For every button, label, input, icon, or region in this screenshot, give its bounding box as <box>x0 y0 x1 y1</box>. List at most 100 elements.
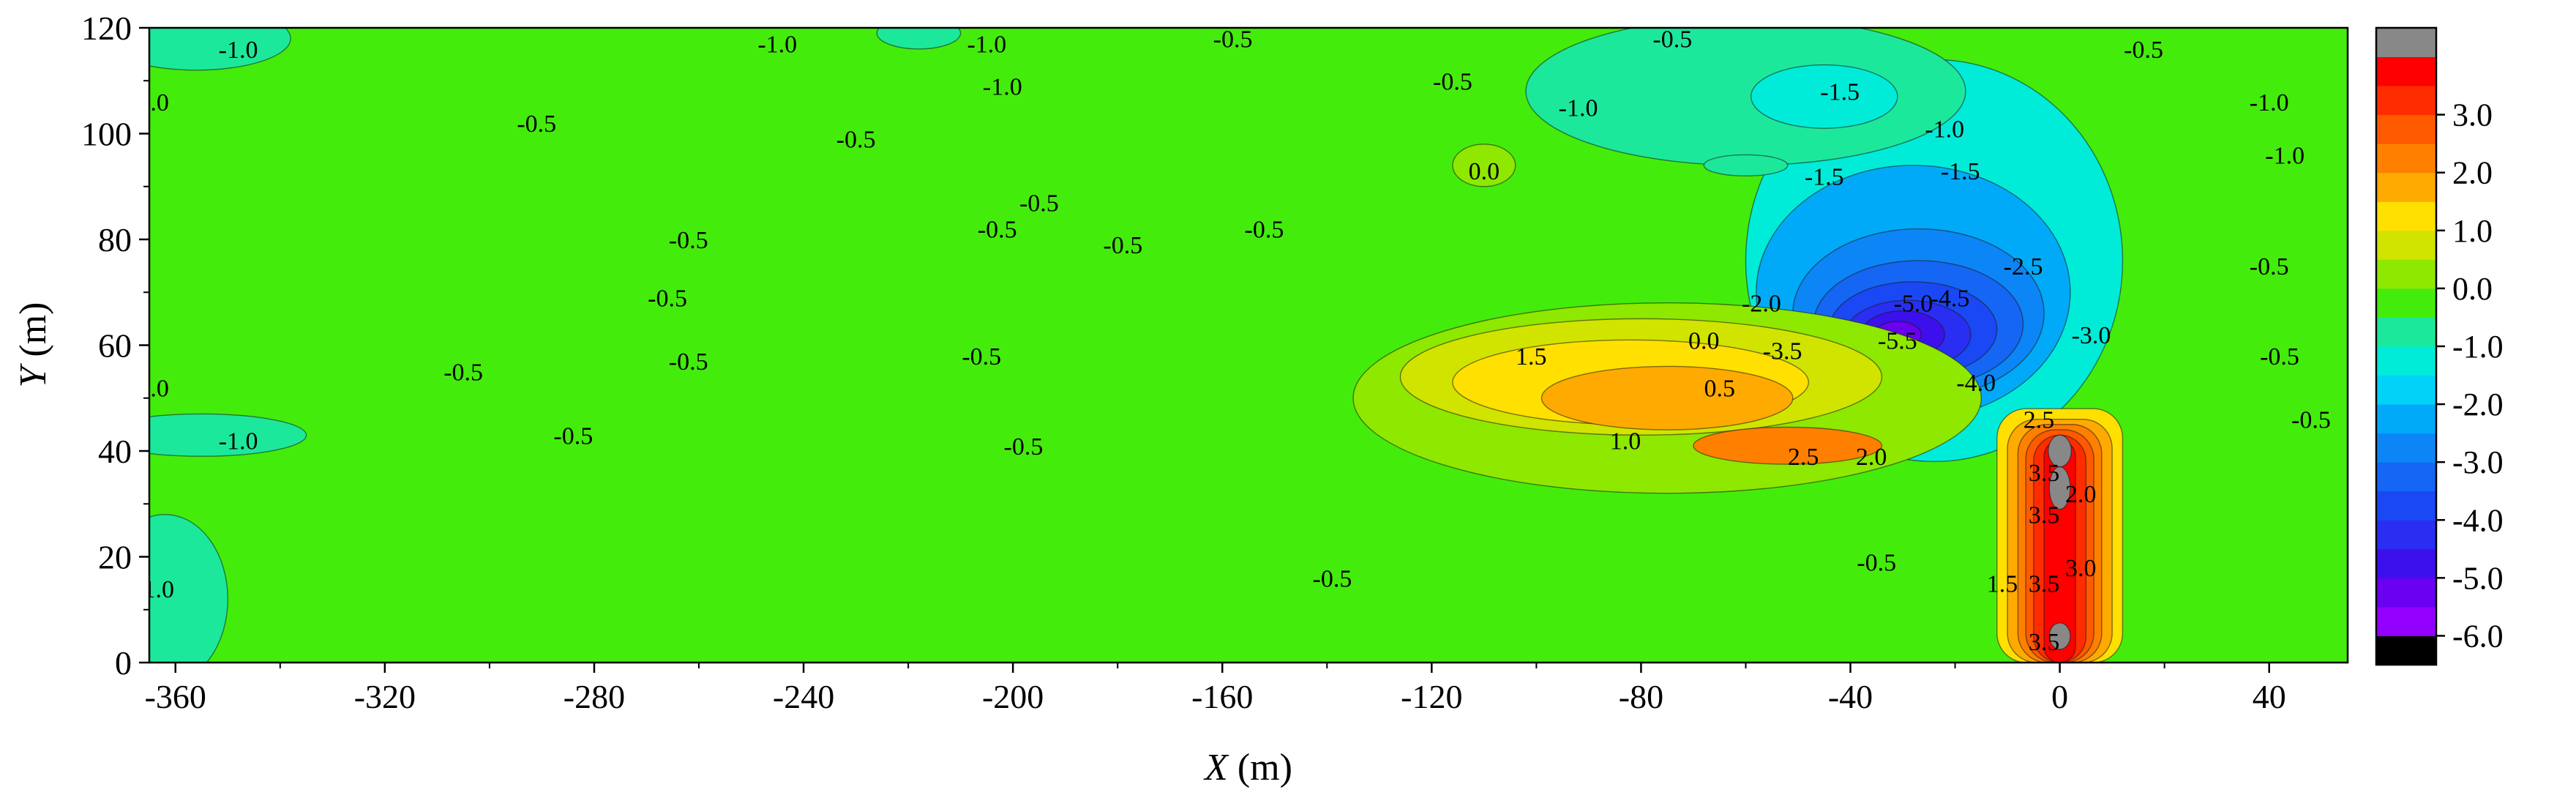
colorbar-band <box>2376 404 2436 434</box>
x-tick-label: -240 <box>773 678 834 715</box>
contour-label: 2.5 <box>1788 444 1819 471</box>
contour-label: -1.0 <box>2250 89 2289 116</box>
colorbar-band <box>2376 288 2436 318</box>
colorbar-band <box>2376 491 2436 521</box>
contour-label: -1.0 <box>219 428 258 455</box>
x-tick-label: -280 <box>564 678 625 715</box>
contour-label: -0.5 <box>2250 253 2289 280</box>
x-tick-label: -160 <box>1191 678 1253 715</box>
contour-label: -3.0 <box>2072 322 2111 349</box>
x-tick-label: -320 <box>354 678 416 715</box>
colorbar-tick-label: 2.0 <box>2452 155 2493 191</box>
contour-label: -1.0 <box>130 375 169 402</box>
contour-label: -1.0 <box>983 73 1022 100</box>
x-axis: -360 -320 -280 -240 -200 -160 -120 -80 -40 0 40 <box>145 663 2286 715</box>
contour-region <box>149 28 291 71</box>
contour-label: -1.0 <box>2265 142 2304 169</box>
contour-label: 0.0 <box>1469 158 1500 185</box>
contour-label: 3.5 <box>2029 460 2060 487</box>
contour-region <box>1540 365 1794 430</box>
plot-area: -1.0 -1.0 .0 1.0 -1.0 -1.0 -1.0 -1.0 -1.0 -1.0 -0.… <box>118 26 2349 664</box>
contour-label: -1.5 <box>1805 163 1844 190</box>
colorbar-band <box>2376 520 2436 550</box>
contour-label: 0.5 <box>1704 375 1735 402</box>
contour-region <box>1525 28 1966 166</box>
contour-label: -4.0 <box>1956 370 1996 397</box>
contour-label: 1.5 <box>1516 343 1547 370</box>
colorbar-band <box>2376 114 2436 144</box>
contour-label: -5.0 <box>1893 291 1933 318</box>
y-tick-label: 80 <box>98 221 132 258</box>
colorbar-band <box>2376 172 2436 202</box>
contour-label: -1.0 <box>967 31 1006 59</box>
contour-labels: -1.0 -1.0 .0 1.0 -1.0 -1.0 -1.0 -1.0 -1.0 -1.0 -0.… <box>118 26 2331 656</box>
contour-label: -0.5 <box>1313 565 1352 592</box>
colorbar-band <box>2376 346 2436 376</box>
contour-label: -1.0 <box>1559 94 1598 122</box>
contour-label: 3.5 <box>2029 502 2060 529</box>
contour-region <box>1452 143 1516 187</box>
contour-label: -1.0 <box>1925 116 1964 143</box>
x-tick-label: -40 <box>1828 678 1873 715</box>
colorbar-band <box>2376 433 2436 463</box>
contour-label: 2.0 <box>2065 481 2097 508</box>
y-tick-label: 40 <box>98 433 132 470</box>
contour-label: -0.5 <box>1213 26 1253 53</box>
colorbar-tick-label: -5.0 <box>2452 560 2504 596</box>
contour-label: -0.5 <box>1019 190 1059 217</box>
x-axis-label: X (m) <box>1203 747 1292 788</box>
colorbar-tick-label: 3.0 <box>2452 97 2493 133</box>
contour-label: -5.5 <box>1878 327 1917 354</box>
contour-label: -0.5 <box>1652 26 1692 53</box>
y-tick-label: 20 <box>98 539 132 576</box>
colorbar-tick-label: -2.0 <box>2452 387 2504 422</box>
colorbar-band <box>2376 28 2436 58</box>
colorbar-band <box>2376 143 2436 174</box>
colorbar-tick-label: 0.0 <box>2452 271 2493 307</box>
contour-label: -1.0 <box>130 89 169 116</box>
colorbar-band <box>2376 56 2436 86</box>
colorbar-band <box>2376 635 2436 665</box>
x-tick-label: 40 <box>2253 678 2286 715</box>
colorbar-band <box>2376 317 2436 347</box>
y-axis: 0 20 40 60 80 100 120 <box>81 10 149 682</box>
contour-label: .0 <box>124 179 143 206</box>
contour-label: 3.0 <box>2065 555 2097 582</box>
contour-label: -0.5 <box>2124 37 2163 64</box>
colorbar-band <box>2376 462 2436 492</box>
contour-region <box>876 28 962 50</box>
colorbar-tick-label: -6.0 <box>2452 618 2504 654</box>
contour-label: -1.5 <box>1820 79 1860 106</box>
contour-label: -0.5 <box>669 348 708 376</box>
colorbar-band <box>2376 548 2436 578</box>
contour-region <box>149 413 307 457</box>
contour-label: -4.5 <box>1931 285 1970 312</box>
colorbar-ticks: 3.0 2.0 1.0 0.0 -1.0 -2.0 -3.0 -4.0 -5.0 -6.0 <box>2436 97 2504 654</box>
contour-label: -0.5 <box>836 127 876 154</box>
contour-label: -2.5 <box>2004 253 2043 280</box>
contour-region <box>2048 466 2071 510</box>
contour-label: -0.5 <box>2291 407 2331 434</box>
contour-label: -0.5 <box>517 111 556 138</box>
contour-label: -0.5 <box>1004 433 1044 460</box>
contour-region <box>1693 426 1883 465</box>
y-axis-variable: Y <box>12 363 54 388</box>
contour-label: 1.0 <box>118 296 149 323</box>
colorbar-band <box>2376 230 2436 260</box>
colorbar-tick-label: -3.0 <box>2452 444 2504 480</box>
colorbar-band <box>2376 375 2436 405</box>
colorbar: 3.0 2.0 1.0 0.0 -1.0 -2.0 -3.0 -4.0 -5.0 -6.0 <box>2375 26 2504 666</box>
contour-label: 3.5 <box>2029 571 2060 598</box>
colorbar-tick-label: -1.0 <box>2452 329 2504 365</box>
colorbar-band <box>2376 578 2436 608</box>
y-axis-label: Y (m) <box>12 302 54 387</box>
contour-label: -0.5 <box>1103 232 1142 259</box>
contour-fill <box>149 28 2124 663</box>
contour-label: -0.5 <box>669 227 708 254</box>
contour-label: 1.5 <box>1987 571 2018 598</box>
contour-region <box>1750 64 1898 129</box>
y-tick-label: 100 <box>81 116 132 153</box>
x-axis-variable: X <box>1203 747 1229 788</box>
x-tick-label: -360 <box>145 678 206 715</box>
